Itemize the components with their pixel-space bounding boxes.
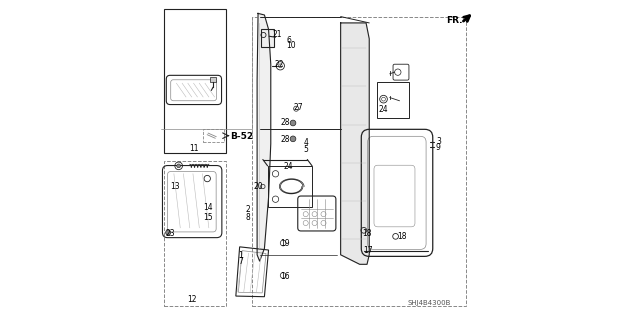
Polygon shape <box>257 13 271 261</box>
Text: 24: 24 <box>379 105 388 114</box>
Text: 20: 20 <box>254 182 264 191</box>
Text: 27: 27 <box>293 103 303 112</box>
Bar <box>164 161 227 306</box>
Text: 19: 19 <box>280 239 291 248</box>
Text: 18: 18 <box>397 232 406 241</box>
Bar <box>261 29 274 47</box>
Bar <box>377 82 409 118</box>
Text: FR.: FR. <box>447 16 463 25</box>
Text: 23: 23 <box>165 229 175 238</box>
Text: 7: 7 <box>239 257 244 266</box>
Text: 28: 28 <box>280 135 290 144</box>
Text: 9: 9 <box>436 143 441 152</box>
Text: SHJ4B4300B: SHJ4B4300B <box>407 300 451 306</box>
Bar <box>252 17 466 306</box>
Text: 15: 15 <box>203 213 212 222</box>
Bar <box>204 129 224 142</box>
Text: 8: 8 <box>245 213 250 222</box>
Text: 11: 11 <box>189 144 198 153</box>
Circle shape <box>177 164 180 168</box>
Text: 28: 28 <box>280 118 290 128</box>
Bar <box>164 9 227 153</box>
Circle shape <box>166 230 171 235</box>
Text: 10: 10 <box>287 41 296 50</box>
Text: 6: 6 <box>287 36 292 45</box>
Circle shape <box>290 136 296 142</box>
Text: 18: 18 <box>362 229 371 238</box>
Polygon shape <box>340 23 369 264</box>
Bar <box>211 77 216 82</box>
Text: 13: 13 <box>170 182 179 191</box>
Text: 3: 3 <box>436 137 441 145</box>
Text: 14: 14 <box>203 203 212 212</box>
Text: 5: 5 <box>303 145 308 153</box>
Circle shape <box>290 120 296 126</box>
Text: 24: 24 <box>284 162 293 171</box>
Text: 1: 1 <box>239 251 243 260</box>
Text: 21: 21 <box>273 30 282 39</box>
Text: 17: 17 <box>363 246 373 255</box>
Text: B-52: B-52 <box>230 132 253 141</box>
Text: 12: 12 <box>188 295 196 304</box>
Text: 4: 4 <box>303 138 308 147</box>
Text: 2: 2 <box>245 205 250 214</box>
Text: 16: 16 <box>280 271 291 281</box>
Text: 22: 22 <box>275 60 284 69</box>
